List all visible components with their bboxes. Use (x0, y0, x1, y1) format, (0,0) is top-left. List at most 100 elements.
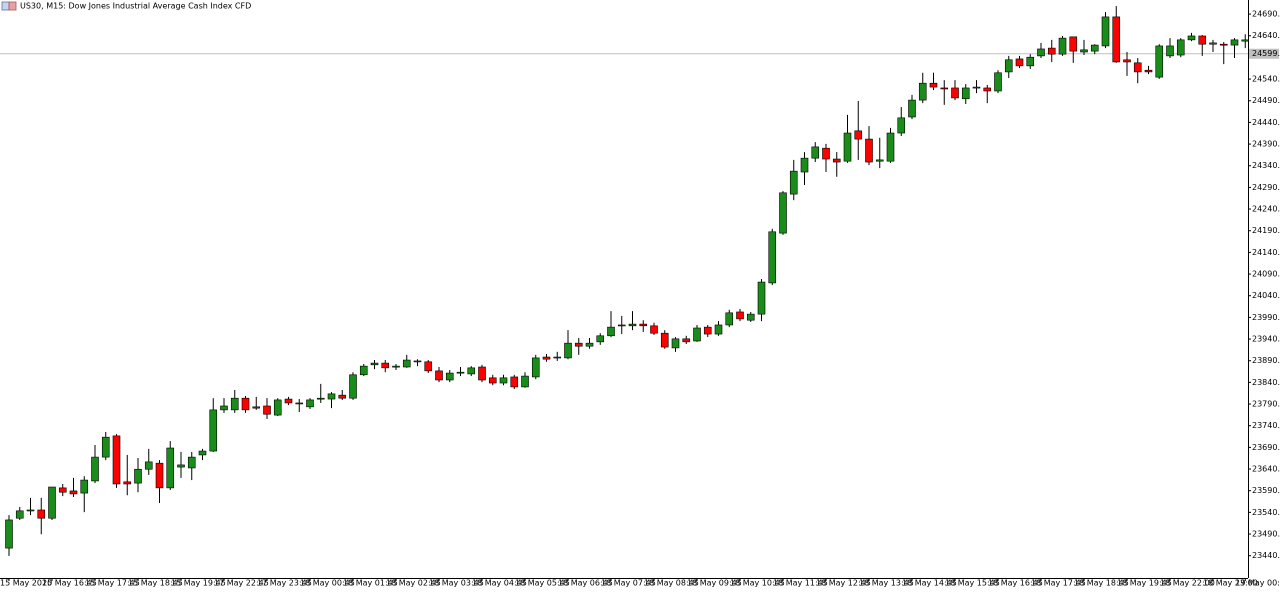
x-tick-label: 18 May 02:45 (386, 579, 441, 588)
x-tick-label: 18 May 17:45 (1031, 579, 1086, 588)
y-tick-label: 23740.5 (1252, 421, 1280, 430)
candle-body (187, 456, 196, 469)
candle-body (1015, 58, 1024, 67)
candle-body (585, 342, 594, 347)
x-tick-label: 18 May 12:45 (816, 579, 871, 588)
candle-body (1176, 39, 1185, 56)
x-tick-label: 18 May 22:00 (1160, 579, 1215, 588)
candle-body (220, 405, 228, 411)
x-tick-label: 15 May 17:45 (85, 579, 140, 588)
candle-body (58, 487, 67, 493)
candle-body (607, 326, 615, 337)
candle-body (865, 138, 873, 163)
candle-body (983, 87, 992, 92)
x-tick-label: 19 May 00:00 (1235, 579, 1280, 588)
x-tick-label: 18 May 01:45 (343, 579, 398, 588)
candle-body (789, 170, 798, 195)
candle-body (1123, 59, 1131, 63)
x-tick-label: 18 May 09:45 (687, 579, 742, 588)
x-tick-label: 18 May 13:45 (859, 579, 914, 588)
candle-body (1037, 48, 1045, 57)
candle-body (542, 356, 551, 360)
x-tick-label: 18 May 10:45 (730, 579, 785, 588)
candle-body (1241, 39, 1250, 42)
candle-body (263, 405, 271, 415)
x-tick-label: 18 May 19:45 (1117, 579, 1172, 588)
x-tick-label: 18 May 18:45 (1074, 579, 1129, 588)
candle-body (26, 509, 35, 512)
candle-body (144, 461, 153, 470)
candle-body (123, 481, 132, 485)
y-tick-label: 24440.5 (1252, 118, 1280, 127)
candle-body (736, 311, 744, 320)
candle-body (972, 86, 981, 89)
candle-body (1058, 37, 1067, 55)
candle-body (252, 406, 261, 409)
candle-body (510, 376, 519, 388)
candle-body (1080, 49, 1088, 53)
candle-body (445, 372, 454, 381)
y-tick-label: 23940.5 (1252, 335, 1280, 344)
y-tick-label: 24340.5 (1252, 161, 1280, 170)
x-tick-label: 15 May 16:45 (42, 579, 97, 588)
candle-body (5, 519, 13, 549)
candle-body (757, 281, 766, 315)
candle-body (531, 357, 540, 378)
candle-body (1090, 44, 1099, 52)
x-tick-label: 18 May 08:45 (644, 579, 699, 588)
candle-body (682, 338, 691, 343)
candle-body (177, 464, 185, 468)
y-tick-label: 23890.5 (1252, 356, 1280, 365)
x-tick-label: 18 May 15:45 (945, 579, 1000, 588)
candle-body (1133, 62, 1142, 73)
candle-body (746, 313, 755, 321)
candle-body (628, 323, 637, 327)
current-price-label: 24599.0 (1252, 49, 1280, 58)
candle-body (91, 456, 99, 482)
candle-body (112, 435, 121, 485)
y-tick-label: 23990.5 (1252, 313, 1280, 322)
candle-body (48, 486, 56, 519)
x-tick-label: 17 May 22:45 (214, 579, 269, 588)
candle-body (327, 393, 336, 400)
candle-body (768, 231, 777, 284)
x-tick-label: 18 May 23:00 (1203, 579, 1258, 588)
candle-body (929, 82, 938, 88)
candle-body (134, 468, 142, 484)
candle-body (650, 325, 658, 334)
candle-body (306, 399, 314, 408)
candle-body (596, 335, 605, 343)
chart-title: US30, M15: Dow Jones Industrial Average … (20, 2, 251, 11)
candle-body (1219, 43, 1228, 46)
candle-body (1187, 35, 1196, 41)
candle-body (822, 147, 830, 160)
y-tick-label: 23490.5 (1252, 530, 1280, 539)
y-tick-label: 23440.5 (1252, 551, 1280, 560)
x-tick-label: 18 May 03:45 (429, 579, 484, 588)
candle-body (478, 366, 486, 381)
y-tick-label: 23640.5 (1252, 465, 1280, 474)
candle-body (951, 87, 959, 99)
y-tick-label: 24140.5 (1252, 248, 1280, 257)
y-tick-label: 23590.5 (1252, 486, 1280, 495)
candle-body (1026, 56, 1035, 67)
x-tick-label: 15 May 19:45 (171, 579, 226, 588)
x-tick-label: 18 May 04:45 (472, 579, 527, 588)
y-tick-label: 24190.5 (1252, 226, 1280, 235)
x-tick-label: 15 May 18:45 (128, 579, 183, 588)
candle-body (617, 324, 626, 327)
candle-body (80, 479, 89, 494)
symbol-icon (1, 1, 17, 11)
x-tick-label: 18 May 14:45 (902, 579, 957, 588)
candle-body (349, 374, 357, 399)
candle-body (779, 192, 787, 234)
x-tick-label: 15 May 2020 (0, 579, 52, 588)
candle-body (413, 360, 422, 363)
candle-body (671, 338, 680, 349)
candle-body (875, 159, 884, 162)
candle-body (1112, 16, 1121, 63)
candle-body (499, 377, 508, 384)
candle-body (392, 365, 400, 368)
candle-body (241, 397, 250, 411)
